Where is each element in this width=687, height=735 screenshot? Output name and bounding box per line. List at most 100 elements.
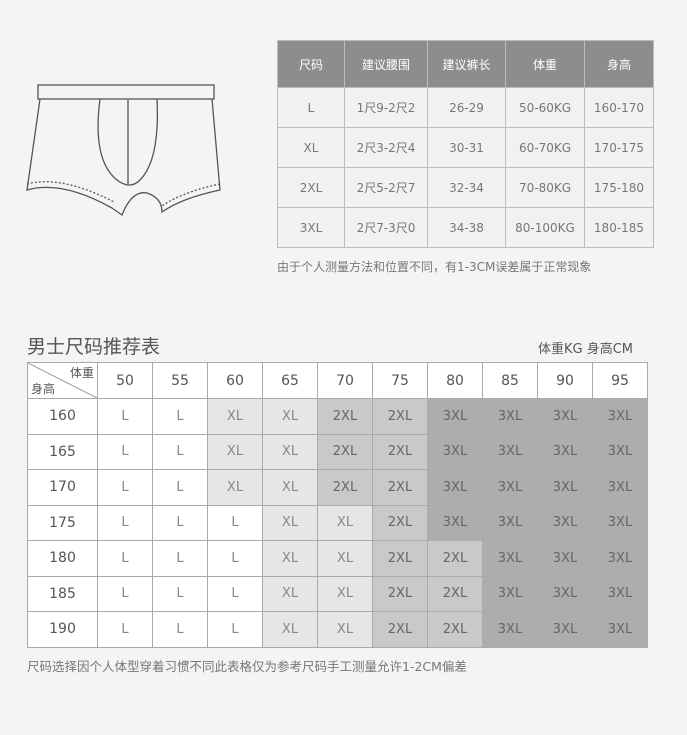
recommend-row: 170 L L XL XL 2XL 2XL 3XL 3XL 3XL 3XL — [27, 469, 648, 506]
size-cell: 2XL — [317, 433, 373, 470]
spec-cell: L — [277, 87, 345, 128]
size-cell: XL — [262, 469, 318, 506]
size-cell: L — [152, 398, 208, 435]
recommend-row: 160 L L XL XL 2XL 2XL 3XL 3XL 3XL 3XL — [27, 398, 648, 435]
size-cell: 3XL — [482, 433, 538, 470]
size-cell: L — [207, 611, 263, 648]
size-cell: 2XL — [372, 504, 428, 541]
spec-cell: 60-70KG — [505, 127, 585, 168]
size-cell: L — [97, 504, 153, 541]
size-cell: 3XL — [482, 469, 538, 506]
size-cell: 3XL — [427, 398, 483, 435]
recommend-row: 165 L L XL XL 2XL 2XL 3XL 3XL 3XL 3XL — [27, 433, 648, 470]
size-cell: XL — [207, 398, 263, 435]
size-cell: 2XL — [372, 433, 428, 470]
size-cell: L — [97, 469, 153, 506]
size-cell: 2XL — [372, 575, 428, 612]
reference-note: 尺码选择因个人体型穿着习惯不同此表格仅为参考尺码手工测量允许1-2CM偏差 — [27, 659, 467, 674]
size-cell: 3XL — [482, 540, 538, 577]
weight-header: 55 — [152, 362, 208, 399]
weight-header: 50 — [97, 362, 153, 399]
size-cell: 2XL — [372, 469, 428, 506]
weight-header: 70 — [317, 362, 373, 399]
size-cell: 3XL — [592, 611, 648, 648]
size-cell: L — [97, 398, 153, 435]
size-cell: XL — [317, 575, 373, 612]
size-cell: XL — [317, 611, 373, 648]
size-cell: XL — [207, 469, 263, 506]
size-cell: L — [152, 469, 208, 506]
size-cell: 3XL — [537, 540, 593, 577]
size-cell: 3XL — [427, 433, 483, 470]
size-cell: 2XL — [372, 398, 428, 435]
recommend-title: 男士尺码推荐表 — [27, 336, 161, 358]
size-cell: 2XL — [372, 540, 428, 577]
spec-cell: 1尺9-2尺2 — [344, 87, 428, 128]
spec-cell: 3XL — [277, 207, 345, 248]
size-cell: 3XL — [537, 433, 593, 470]
spec-cell: 32-34 — [427, 167, 506, 208]
size-cell: 2XL — [372, 611, 428, 648]
size-cell: L — [152, 433, 208, 470]
recommend-row: 185 L L L XL XL 2XL 2XL 3XL 3XL 3XL — [27, 575, 648, 612]
size-cell: L — [152, 611, 208, 648]
underwear-illustration — [26, 84, 221, 217]
spec-cell: 170-175 — [584, 127, 654, 168]
spec-cell: 50-60KG — [505, 87, 585, 128]
size-cell: L — [207, 540, 263, 577]
spec-cell: 2尺5-2尺7 — [344, 167, 428, 208]
spec-header-cell: 身高 — [584, 40, 654, 88]
size-recommend-table: 体重 身高 50 55 60 65 70 75 80 85 90 95 160 L L XL XL 2XL 2… — [27, 362, 648, 648]
spec-header-cell: 体重 — [505, 40, 585, 88]
size-cell: 3XL — [592, 433, 648, 470]
spec-cell: 160-170 — [584, 87, 654, 128]
spec-cell: 2尺7-3尺0 — [344, 207, 428, 248]
size-cell: L — [207, 504, 263, 541]
size-cell: L — [97, 575, 153, 612]
size-spec-table: 尺码 建议腰围 建议裤长 体重 身高 L 1尺9-2尺2 26-29 50-60KG 160-1… — [277, 40, 654, 248]
recommend-row: 180 L L L XL XL 2XL 2XL 3XL 3XL 3XL — [27, 540, 648, 577]
size-cell: 3XL — [592, 504, 648, 541]
size-cell: 2XL — [427, 575, 483, 612]
size-cell: 2XL — [427, 611, 483, 648]
size-cell: 3XL — [482, 575, 538, 612]
size-cell: 3XL — [537, 398, 593, 435]
spec-cell: 2XL — [277, 167, 345, 208]
spec-cell: 70-80KG — [505, 167, 585, 208]
size-cell: XL — [262, 575, 318, 612]
size-cell: XL — [207, 433, 263, 470]
size-cell: L — [97, 540, 153, 577]
spec-cell: 80-100KG — [505, 207, 585, 248]
spec-row: XL 2尺3-2尺4 30-31 60-70KG 170-175 — [277, 127, 654, 168]
spec-cell: 30-31 — [427, 127, 506, 168]
measurement-note: 由于个人测量方法和位置不同，有1-3CM误差属于正常现象 — [277, 260, 592, 274]
size-cell: XL — [262, 433, 318, 470]
height-header: 190 — [27, 611, 98, 648]
height-axis-label: 身高 — [31, 382, 56, 396]
size-cell: L — [152, 504, 208, 541]
size-cell: 3XL — [592, 540, 648, 577]
height-header: 165 — [27, 433, 98, 470]
spec-cell: 175-180 — [584, 167, 654, 208]
size-cell: 3XL — [537, 469, 593, 506]
weight-axis-label: 体重 — [69, 366, 94, 380]
size-cell: 3XL — [592, 469, 648, 506]
size-cell: L — [152, 540, 208, 577]
weight-header: 75 — [372, 362, 428, 399]
size-cell: XL — [317, 540, 373, 577]
size-cell: 3XL — [537, 611, 593, 648]
weight-header: 90 — [537, 362, 593, 399]
weight-header: 80 — [427, 362, 483, 399]
size-cell: 2XL — [317, 469, 373, 506]
size-cell: 3XL — [482, 504, 538, 541]
size-cell: L — [207, 575, 263, 612]
size-cell: 3XL — [482, 398, 538, 435]
spec-row: L 1尺9-2尺2 26-29 50-60KG 160-170 — [277, 87, 654, 128]
weight-header: 85 — [482, 362, 538, 399]
size-cell: XL — [262, 540, 318, 577]
weight-header: 60 — [207, 362, 263, 399]
corner-header: 体重 身高 — [27, 362, 98, 399]
size-cell: XL — [262, 504, 318, 541]
size-cell: 3XL — [537, 575, 593, 612]
size-cell: L — [97, 433, 153, 470]
